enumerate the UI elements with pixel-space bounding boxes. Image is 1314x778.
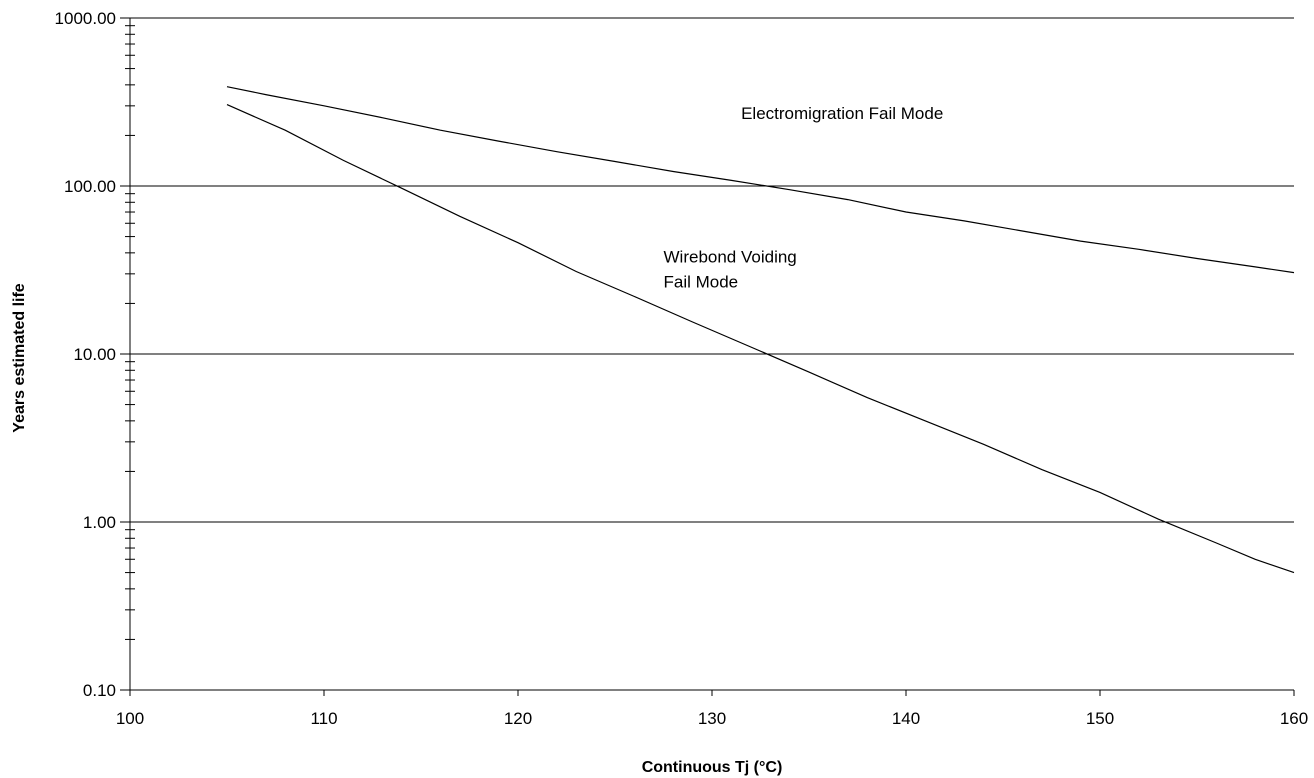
annotation-0: Electromigration Fail Mode: [741, 104, 943, 123]
x-tick-label-1: 110: [310, 709, 337, 728]
x-tick-label-0: 100: [116, 709, 144, 728]
axes: 0.10 1.00 10.00 100.00 1000.00 100 110 120 130 14…: [55, 9, 1309, 728]
annotation-0-line-0: Electromigration Fail Mode: [741, 104, 943, 123]
annotations: Electromigration Fail Mode Wirebond Voidi…: [664, 104, 944, 291]
x-tick-label-5: 150: [1086, 709, 1114, 728]
gridlines: [130, 17, 1294, 523]
x-axis-title: Continuous Tj (°C): [642, 759, 783, 776]
y-tick-label-3: 100.00: [64, 177, 116, 196]
x-tick-label-4: 140: [892, 709, 920, 728]
y-tick-label-0: 0.10: [83, 681, 116, 700]
series-line-1: [226, 104, 1295, 574]
annotation-1: Wirebond Voiding Fail Mode: [664, 248, 797, 292]
annotation-1-line-1: Fail Mode: [664, 273, 739, 292]
y-tick-label-4: 1000.00: [55, 9, 116, 28]
annotation-1-line-0: Wirebond Voiding: [664, 248, 797, 267]
series-line-0: [226, 86, 1295, 274]
x-tick-label-3: 130: [698, 709, 726, 728]
x-tick-label-6: 160: [1280, 709, 1308, 728]
y-tick-label-2: 10.00: [73, 345, 116, 364]
series-lines: [226, 86, 1295, 574]
y-axis-title: Years estimated life: [11, 283, 28, 433]
x-tick-label-2: 120: [504, 709, 532, 728]
y-tick-label-1: 1.00: [83, 513, 116, 532]
